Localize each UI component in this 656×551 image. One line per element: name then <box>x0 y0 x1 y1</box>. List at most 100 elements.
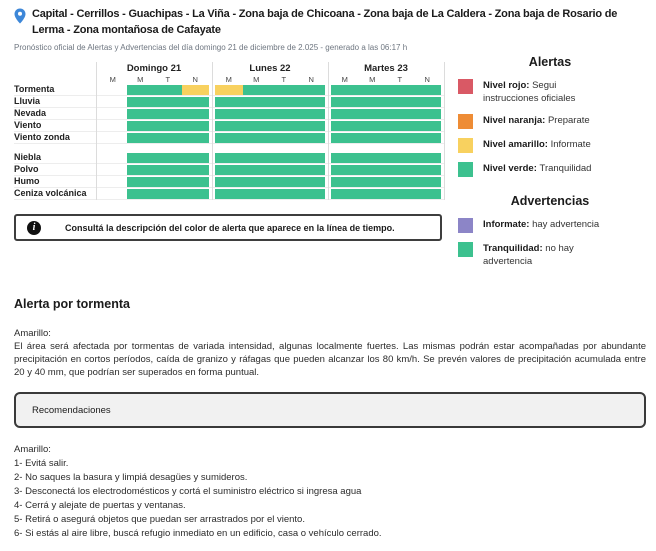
timeline-cell-green[interactable] <box>413 177 441 187</box>
timeline-cell-green[interactable] <box>331 85 359 95</box>
timeline-cell-green[interactable] <box>331 121 359 131</box>
timeline-cell-green[interactable] <box>270 165 298 175</box>
timeline-cell-green[interactable] <box>386 189 414 199</box>
timeline-cell-green[interactable] <box>297 97 325 107</box>
timeline-cell-green[interactable] <box>242 121 270 131</box>
timeline-cell-green[interactable] <box>413 153 441 163</box>
timeline-cell-green[interactable] <box>154 97 182 107</box>
timeline-cell-green[interactable] <box>386 97 414 107</box>
timeline-cell-yellow[interactable] <box>215 85 243 95</box>
timeline-cell-green[interactable] <box>126 85 154 95</box>
timeline-cell-green[interactable] <box>270 85 298 95</box>
timeline-cell-green[interactable] <box>358 97 386 107</box>
timeline-cell-green[interactable] <box>358 85 386 95</box>
timeline-cell-green[interactable] <box>297 109 325 119</box>
timeline-cell-green[interactable] <box>126 121 154 131</box>
timeline-cell-yellow[interactable] <box>181 85 209 95</box>
timeline-cell-green[interactable] <box>126 109 154 119</box>
timeline-cell-green[interactable] <box>215 177 243 187</box>
timeline-cell-green[interactable] <box>242 165 270 175</box>
timeline-cell-green[interactable] <box>386 177 414 187</box>
timeline-cell-green[interactable] <box>215 121 243 131</box>
timeline-cell-green[interactable] <box>215 97 243 107</box>
timeline-cell-green[interactable] <box>297 165 325 175</box>
timeline-cell-green[interactable] <box>413 133 441 143</box>
timeline-cell-green[interactable] <box>126 97 154 107</box>
timeline-cell-green[interactable] <box>154 153 182 163</box>
timeline-cell-green[interactable] <box>331 109 359 119</box>
timeline-cell-green[interactable] <box>181 165 209 175</box>
timeline-cell-green[interactable] <box>181 121 209 131</box>
timeline-cell-green[interactable] <box>331 189 359 199</box>
timeline-cell-green[interactable] <box>413 109 441 119</box>
timeline-cell-green[interactable] <box>270 121 298 131</box>
timeline-cell-green[interactable] <box>242 177 270 187</box>
timeline-cell-green[interactable] <box>331 153 359 163</box>
timeline-cell-green[interactable] <box>297 85 325 95</box>
timeline-cell-green[interactable] <box>297 133 325 143</box>
timeline-cell-green[interactable] <box>270 177 298 187</box>
timeline-cell-green[interactable] <box>242 189 270 199</box>
timeline-cell-green[interactable] <box>154 85 182 95</box>
timeline-cell-green[interactable] <box>181 177 209 187</box>
timeline-cell-green[interactable] <box>358 109 386 119</box>
timeline-cell-green[interactable] <box>242 133 270 143</box>
timeline-cell-green[interactable] <box>181 97 209 107</box>
timeline-cell-green[interactable] <box>126 177 154 187</box>
timeline-cell-green[interactable] <box>386 121 414 131</box>
timeline-cell-green[interactable] <box>154 165 182 175</box>
timeline-cell-green[interactable] <box>297 177 325 187</box>
timeline-cell-green[interactable] <box>215 153 243 163</box>
timeline-cell-green[interactable] <box>181 153 209 163</box>
timeline-cell-green[interactable] <box>242 85 270 95</box>
timeline-cell-green[interactable] <box>215 133 243 143</box>
timeline-cell-green[interactable] <box>358 177 386 187</box>
timeline-cell-green[interactable] <box>358 133 386 143</box>
timeline-cell-green[interactable] <box>386 109 414 119</box>
timeline-cell-green[interactable] <box>358 165 386 175</box>
timeline-cell-green[interactable] <box>413 121 441 131</box>
timeline-cell-green[interactable] <box>386 133 414 143</box>
timeline-cell-green[interactable] <box>358 153 386 163</box>
timeline-cell-green[interactable] <box>242 153 270 163</box>
timeline-cell-green[interactable] <box>154 189 182 199</box>
timeline-cell-green[interactable] <box>181 189 209 199</box>
timeline-cell-green[interactable] <box>215 109 243 119</box>
timeline-cell-green[interactable] <box>358 189 386 199</box>
timeline-cell-green[interactable] <box>154 121 182 131</box>
timeline-cell-green[interactable] <box>154 133 182 143</box>
timeline-cell-green[interactable] <box>413 165 441 175</box>
timeline-cell-green[interactable] <box>242 97 270 107</box>
timeline-cell-green[interactable] <box>270 109 298 119</box>
recommendations-accordion-header[interactable]: Recomendaciones <box>14 392 646 428</box>
timeline-cell-green[interactable] <box>413 85 441 95</box>
timeline-cell-green[interactable] <box>126 133 154 143</box>
timeline-cell-green[interactable] <box>154 109 182 119</box>
timeline-cell-green[interactable] <box>126 153 154 163</box>
timeline-cell-green[interactable] <box>386 153 414 163</box>
timeline-cell-green[interactable] <box>331 97 359 107</box>
timeline-cell-green[interactable] <box>413 97 441 107</box>
timeline-cell-green[interactable] <box>126 165 154 175</box>
timeline-cell-green[interactable] <box>331 177 359 187</box>
timeline-cell-green[interactable] <box>413 189 441 199</box>
timeline-cell-green[interactable] <box>270 133 298 143</box>
timeline-cell-green[interactable] <box>386 85 414 95</box>
timeline-cell-green[interactable] <box>242 109 270 119</box>
timeline-cell-green[interactable] <box>331 165 359 175</box>
timeline-cell-green[interactable] <box>181 109 209 119</box>
timeline-cell-green[interactable] <box>126 189 154 199</box>
timeline-cell-green[interactable] <box>154 177 182 187</box>
timeline-cell-green[interactable] <box>386 165 414 175</box>
timeline-cell-green[interactable] <box>181 133 209 143</box>
timeline-cell-green[interactable] <box>331 133 359 143</box>
timeline-cell-green[interactable] <box>215 189 243 199</box>
timeline-cell-green[interactable] <box>297 153 325 163</box>
timeline-cell-green[interactable] <box>297 121 325 131</box>
timeline-cell-green[interactable] <box>297 189 325 199</box>
timeline-cell-green[interactable] <box>358 121 386 131</box>
timeline-cell-green[interactable] <box>270 153 298 163</box>
timeline-cell-green[interactable] <box>270 189 298 199</box>
timeline-cell-green[interactable] <box>270 97 298 107</box>
timeline-cell-green[interactable] <box>215 165 243 175</box>
